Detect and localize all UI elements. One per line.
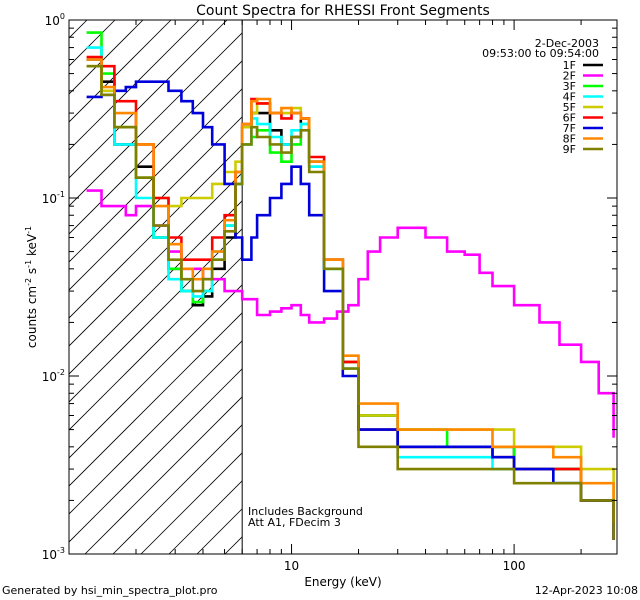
hatch-line (69, 20, 256, 207)
time-range-label: 09:53:00 to 09:54:00 (482, 47, 599, 60)
hatch-line (69, 20, 312, 263)
series-line-8F (86, 58, 615, 523)
series-line-7F (86, 80, 615, 540)
axis-ticks: 10 100 100 10-1 10-2 10-3 (42, 12, 617, 573)
x-axis-label: Energy (keV) (304, 575, 381, 589)
y-tick-label: 10-2 (42, 368, 65, 384)
footer-timestamp: 12-Apr-2023 10:08 (535, 584, 638, 597)
legend-label: 7F (563, 122, 576, 135)
y-tick-label: 100 (45, 12, 65, 28)
x-tick-label: 100 (503, 559, 526, 573)
y-tick-label: 10-1 (42, 190, 65, 206)
hatch-line (69, 20, 88, 39)
hatch-line (69, 20, 200, 151)
legend-label: 5F (563, 101, 576, 114)
plot-frame (68, 19, 618, 555)
annotation-attenuator: Att A1, FDecim 3 (248, 516, 341, 529)
hatch-mask (242, 20, 617, 554)
date-label: 2-Dec-2003 (535, 37, 599, 50)
y-axis-label: counts cm-2 s-1 keV-1 (24, 226, 39, 348)
series-line-9F (86, 64, 615, 540)
legend-label: 3F (563, 80, 576, 93)
y-tick-label: 10-3 (42, 546, 65, 562)
series-line-2F (86, 189, 615, 438)
legend-label: 4F (563, 91, 576, 104)
attenuator-hatch-region (0, 20, 617, 554)
legend-label: 6F (563, 112, 576, 125)
legend-label: 2F (563, 70, 576, 83)
series-layer (86, 31, 615, 540)
legend-label: 8F (563, 133, 576, 146)
legend-label: 1F (563, 59, 576, 72)
hatch-line (69, 20, 116, 67)
chart-title: Count Spectra for RHESSI Front Segments (196, 3, 490, 19)
hatch-line (69, 20, 172, 123)
footer-generated-by: Generated by hsi_min_spectra_plot.pro (2, 584, 218, 597)
x-tick-label: 10 (284, 559, 299, 573)
hatch-line (69, 20, 228, 179)
legend-label: 9F (563, 143, 576, 156)
annotation-background: Includes Background (248, 505, 363, 518)
hatch-line (0, 20, 3, 554)
